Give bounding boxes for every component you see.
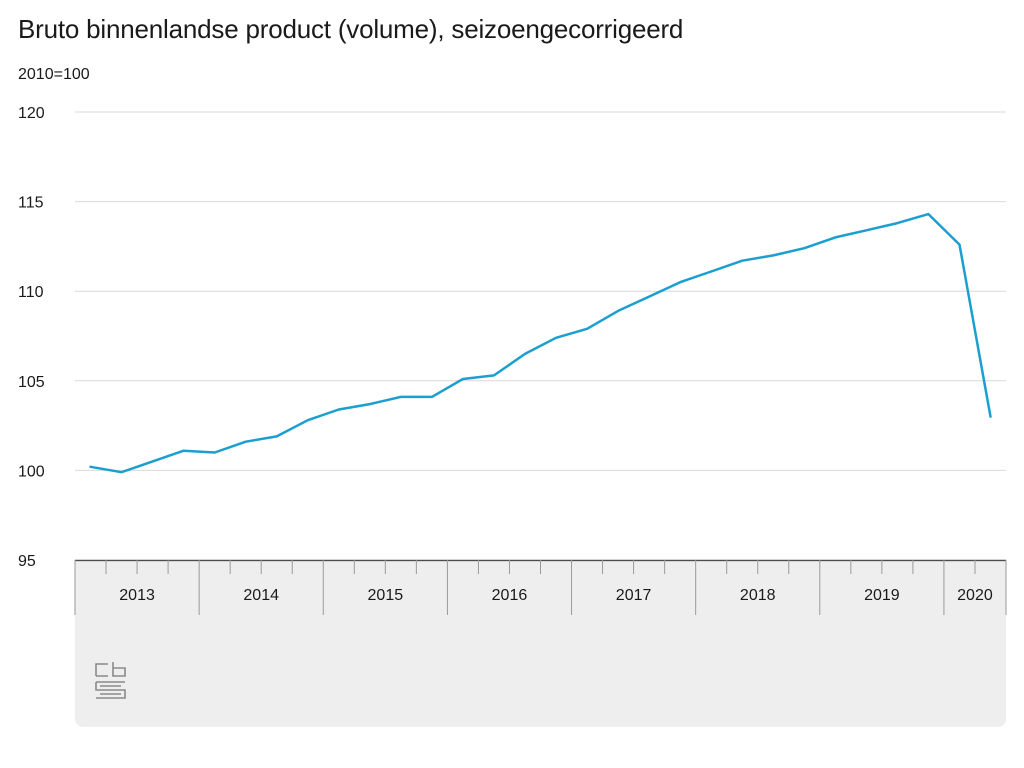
x-tick-label-2017: 2017 [616,587,652,604]
x-tick-label-2015: 2015 [368,587,404,604]
gridlines [75,111,1006,471]
x-tick-label-2020: 2020 [957,587,993,604]
y-tick-label-110: 110 [18,284,44,301]
y-tick-label-120: 120 [18,105,45,122]
y-tick-label-100: 100 [18,463,45,480]
y-tick-label-115: 115 [18,195,44,212]
x-tick-label-2014: 2014 [243,587,279,604]
y-unit-label: 2010=100 [18,66,90,83]
cbs-logo-icon [95,662,126,699]
x-axis: 2013 2014 2015 2016 2017 2018 2019 2020 [74,559,1007,615]
series-line [89,212,992,474]
series-layer [89,212,992,474]
x-tick-label-2013: 2013 [119,587,155,604]
y-tick-labels: 95 100 105 110 115 120 [18,105,45,570]
x-tick-label-2018: 2018 [740,587,776,604]
x-tick-label-2019: 2019 [864,587,900,604]
x-tick-label-2016: 2016 [492,587,528,604]
y-tick-label-95: 95 [18,553,36,570]
y-tick-label-105: 105 [18,374,45,391]
x-axis-band [75,562,1006,727]
chart-title: Bruto binnenlandse product (volume), sei… [18,14,684,44]
